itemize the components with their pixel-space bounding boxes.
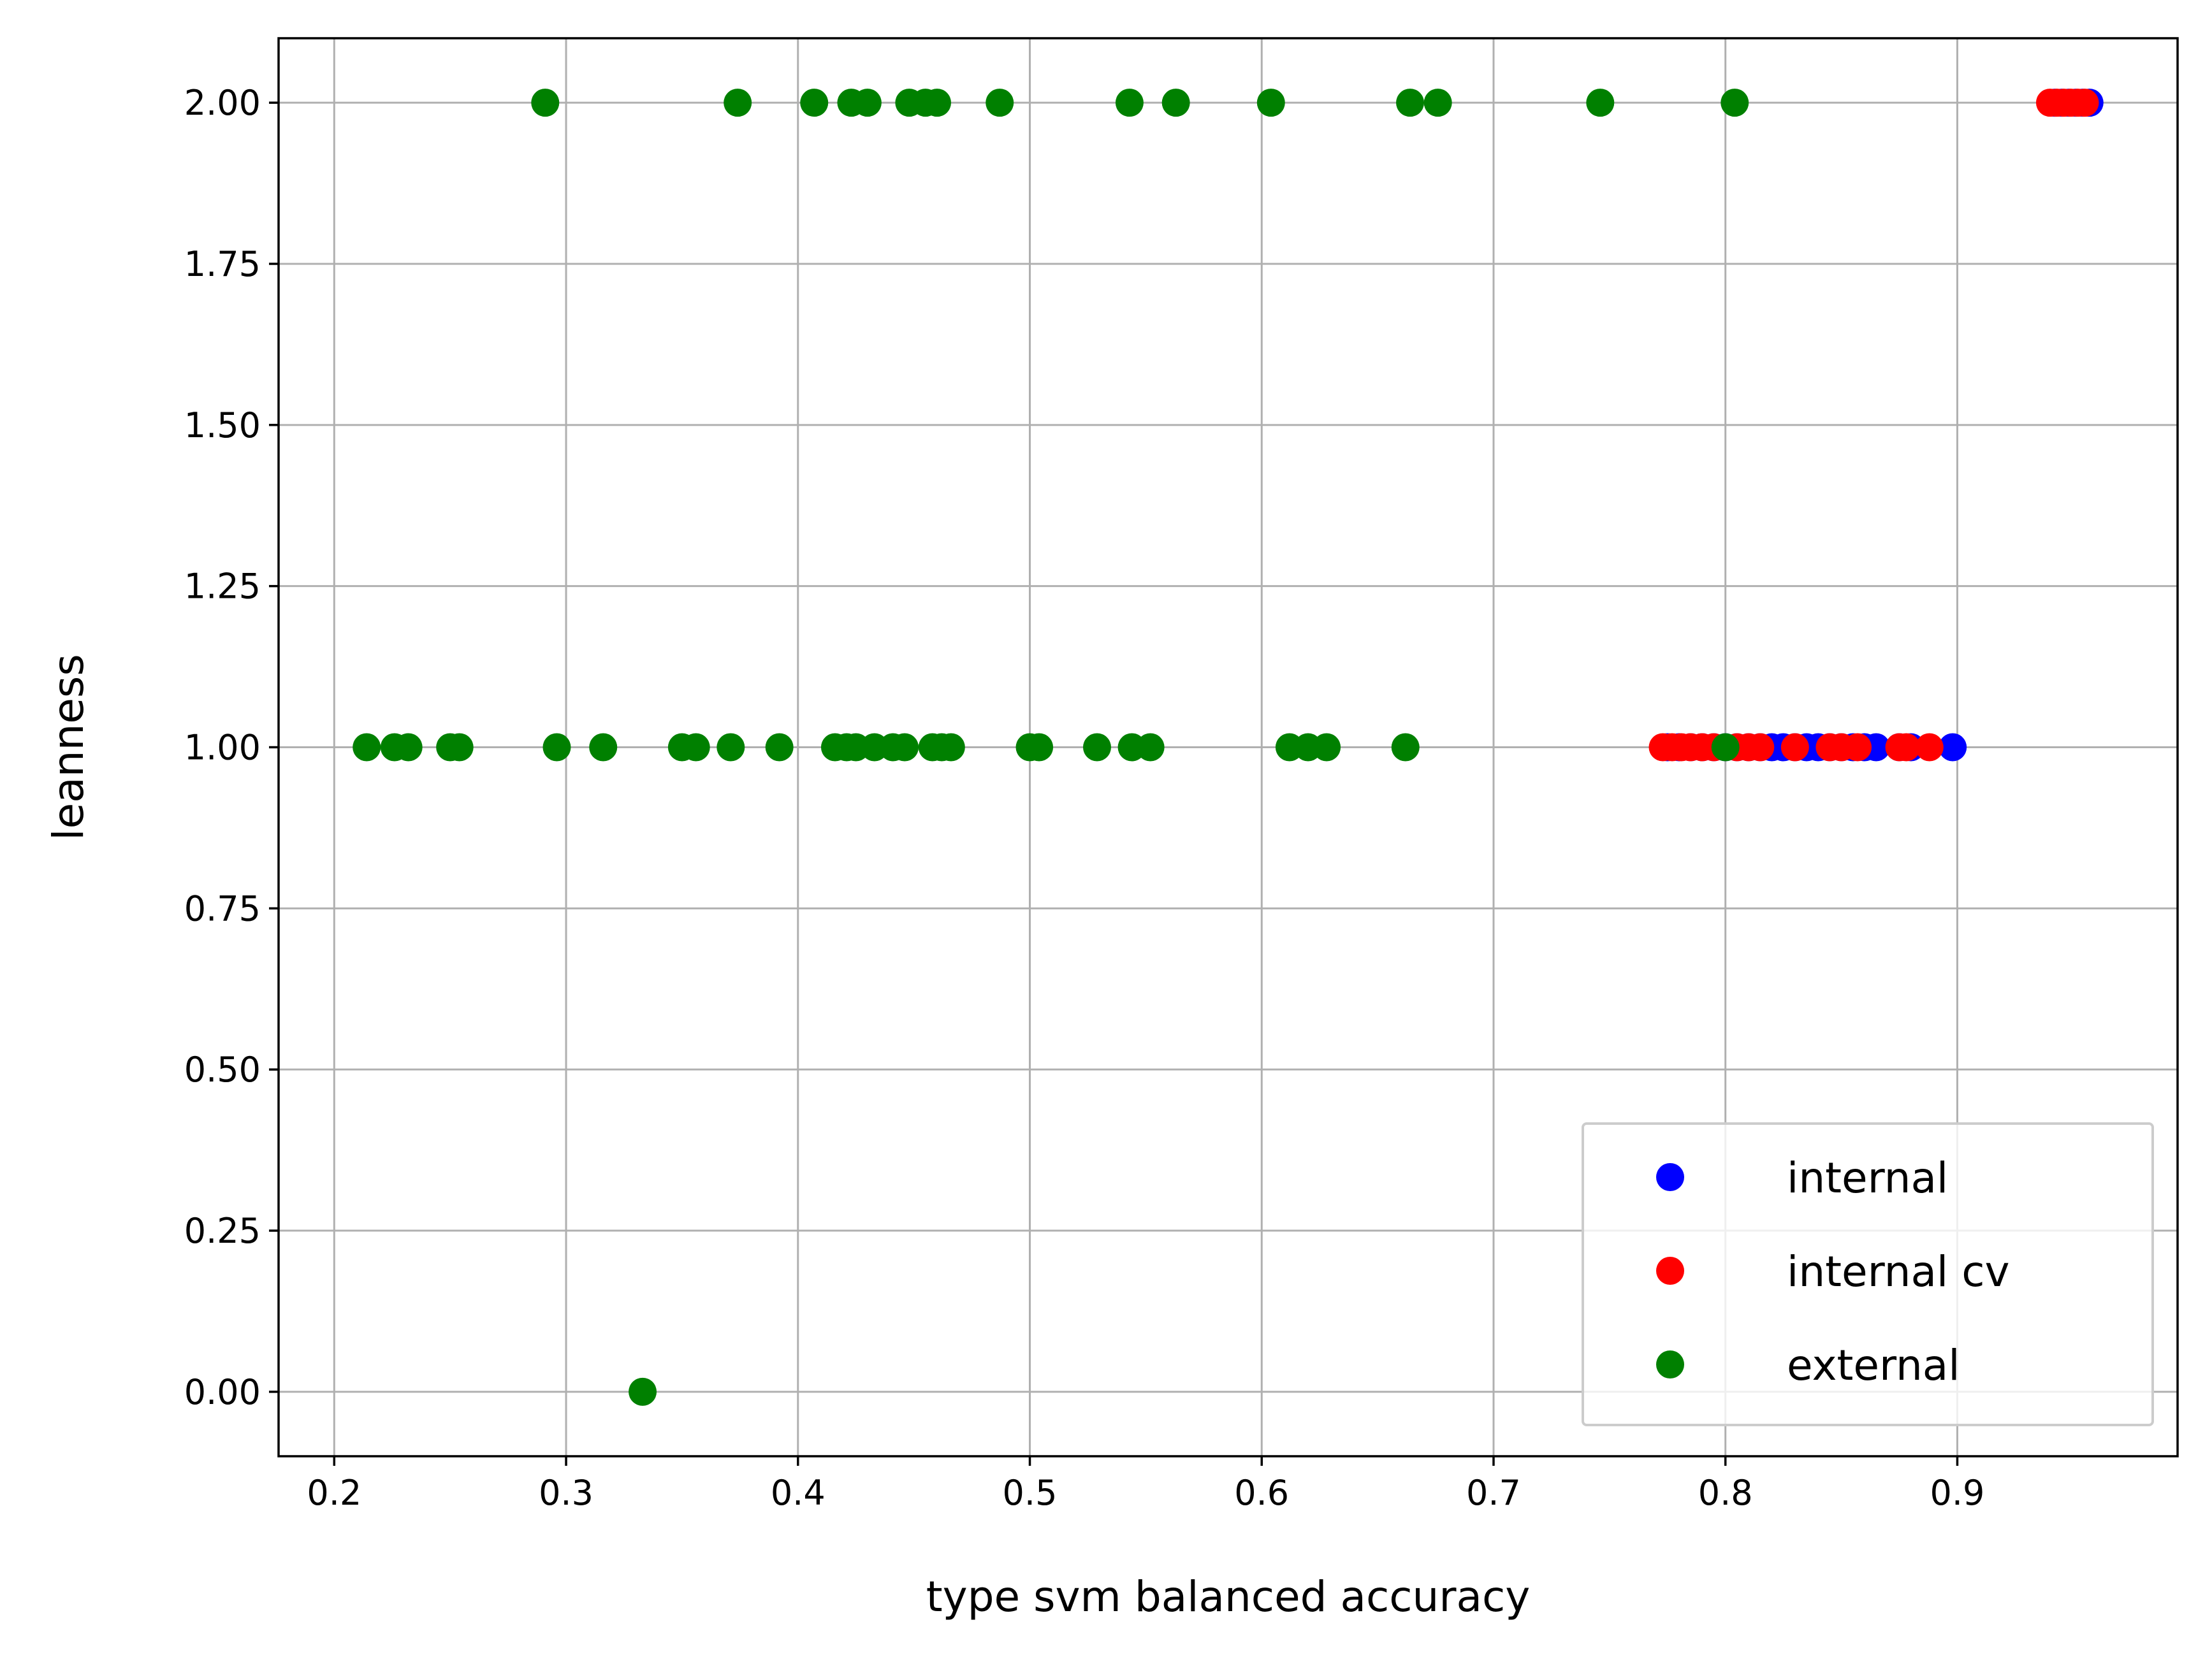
legend-marker-internal — [1656, 1163, 1684, 1191]
point-external — [542, 733, 571, 762]
y-tick-label: 1.50 — [184, 405, 261, 445]
point-external — [1396, 89, 1425, 117]
point-external — [1313, 733, 1341, 762]
x-tick-label: 0.9 — [1930, 1473, 1985, 1513]
point-external — [765, 733, 794, 762]
legend-label-internal: internal — [1787, 1154, 1948, 1203]
y-tick-label: 0.75 — [184, 888, 261, 929]
legend: internal internal cv external — [1582, 1122, 2154, 1426]
x-tick-label: 0.8 — [1698, 1473, 1753, 1513]
point-external — [986, 89, 1014, 117]
point-external — [853, 89, 882, 117]
point-external — [1025, 733, 1054, 762]
point-external — [445, 733, 474, 762]
y-tick-label: 0.00 — [184, 1372, 261, 1412]
legend-label-external: external — [1787, 1341, 1960, 1390]
point-external — [1161, 89, 1190, 117]
points-layer — [353, 89, 2104, 1406]
y-tick-label: 1.00 — [184, 728, 261, 768]
point-external — [936, 733, 965, 762]
point-external — [629, 1377, 657, 1406]
point-internal-cv — [1780, 733, 1809, 762]
x-tick-label: 0.2 — [307, 1473, 361, 1513]
point-external — [394, 733, 423, 762]
legend-marker-external — [1656, 1350, 1684, 1378]
point-internal-cv — [2070, 89, 2099, 117]
x-tick-label: 0.6 — [1234, 1473, 1289, 1513]
x-tick-label: 0.7 — [1466, 1473, 1521, 1513]
y-tick-label: 0.25 — [184, 1211, 261, 1251]
legend-label-internal-cv: internal cv — [1787, 1247, 2010, 1296]
y-axis-title: leanness — [44, 654, 93, 840]
point-internal — [1939, 733, 1967, 762]
y-tick-label: 2.00 — [184, 83, 261, 123]
point-external — [1711, 733, 1740, 762]
point-external — [1423, 89, 1452, 117]
point-external — [891, 733, 919, 762]
point-external — [717, 733, 745, 762]
x-tick-label: 0.5 — [1003, 1473, 1058, 1513]
point-internal-cv — [1915, 733, 1944, 762]
point-external — [353, 733, 381, 762]
point-external — [1391, 733, 1420, 762]
y-tick-label: 1.25 — [184, 567, 261, 607]
point-external — [923, 89, 952, 117]
point-internal-cv — [1892, 733, 1921, 762]
point-external — [681, 733, 710, 762]
x-tick-label: 0.4 — [771, 1473, 826, 1513]
point-external — [1721, 89, 1749, 117]
legend-box — [1582, 1122, 2154, 1426]
point-external — [1256, 89, 1285, 117]
point-external — [800, 89, 829, 117]
point-internal-cv — [1746, 733, 1775, 762]
point-external — [1115, 89, 1144, 117]
point-external — [589, 733, 618, 762]
x-axis-title: type svm balanced accuracy — [926, 1572, 1531, 1621]
legend-marker-internal-cv — [1656, 1257, 1684, 1285]
y-tick-label: 0.50 — [184, 1050, 261, 1090]
point-external — [531, 89, 560, 117]
ticks-layer: 0.2 0.3 0.4 0.5 0.6 0.7 0.8 0.9 0.00 0.25 0.50 0.75… — [184, 83, 1985, 1513]
x-tick-label: 0.3 — [539, 1473, 593, 1513]
y-tick-label: 1.75 — [184, 244, 261, 284]
point-external — [1586, 89, 1615, 117]
point-external — [1082, 733, 1111, 762]
point-external — [724, 89, 752, 117]
point-external — [1136, 733, 1165, 762]
point-internal-cv — [1844, 733, 1872, 762]
